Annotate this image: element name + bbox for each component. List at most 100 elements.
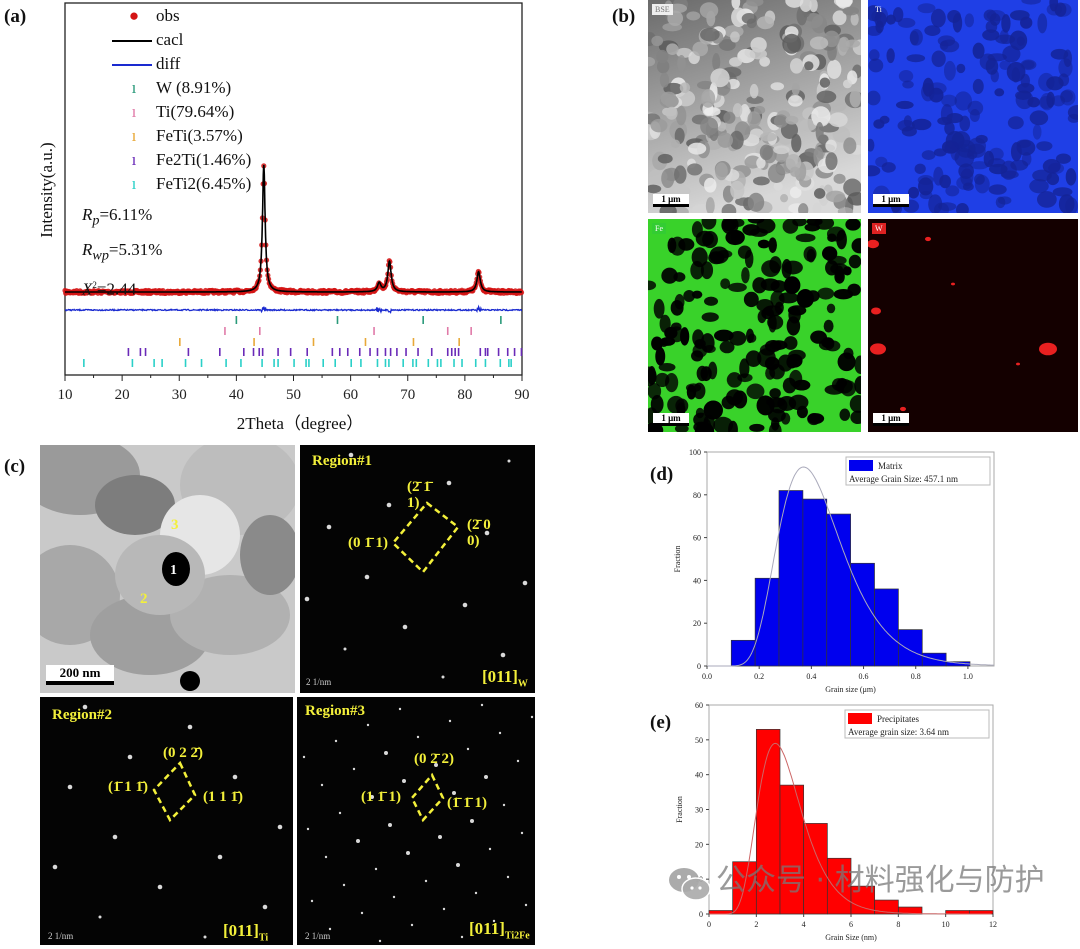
fe-poor-region bbox=[746, 383, 765, 400]
grain bbox=[749, 48, 767, 60]
scale-bar: 1 μm bbox=[873, 413, 909, 426]
diffraction-spot bbox=[474, 891, 478, 895]
grain bbox=[835, 0, 853, 9]
grain bbox=[675, 105, 687, 126]
ti-poor-region bbox=[933, 148, 947, 157]
w-rich-particle bbox=[1016, 362, 1020, 366]
y-tick-label: 0 bbox=[699, 910, 703, 919]
fe-poor-region bbox=[721, 219, 739, 235]
y-tick-label: 100 bbox=[689, 448, 701, 457]
fe-poor-region bbox=[825, 340, 841, 352]
diffraction-spot bbox=[348, 452, 354, 458]
panel-label-a: (a) bbox=[4, 6, 27, 27]
fe-poor-region bbox=[788, 349, 806, 361]
ti-poor-region bbox=[868, 90, 881, 106]
diffraction-spot bbox=[441, 675, 445, 679]
x-tick-label: 8 bbox=[896, 920, 900, 929]
ti-poor-region bbox=[1058, 194, 1075, 213]
fe-poor-region bbox=[763, 305, 783, 317]
zone-axis: [011]Ti bbox=[223, 921, 269, 944]
ti-poor-region bbox=[868, 138, 875, 152]
ti-poor-region bbox=[1055, 153, 1071, 164]
ti-poor-region bbox=[906, 54, 926, 63]
legend-phase-w: ı W (8.91%) bbox=[112, 76, 251, 100]
diffraction-spot bbox=[502, 803, 506, 807]
fe-poor-region bbox=[854, 355, 861, 375]
xrd-legend: ● obs cacl diff ı W (8.91%) ı Ti(79.64%) ı FeT… bbox=[112, 4, 251, 196]
legend-phase-label: FeTi2(6.45%) bbox=[156, 174, 252, 193]
fe-poor-region bbox=[651, 336, 663, 351]
grain bbox=[747, 192, 765, 212]
spot-label-1: (2̄ 1̄ 1) bbox=[407, 479, 431, 511]
grain bbox=[828, 112, 848, 128]
grain bbox=[788, 95, 803, 107]
diffraction-spot bbox=[402, 779, 406, 783]
grain bbox=[803, 12, 824, 29]
diffraction-spot bbox=[452, 791, 456, 795]
x-tick-label: 0.4 bbox=[806, 672, 816, 681]
grain bbox=[770, 82, 785, 91]
ti-poor-region bbox=[937, 35, 956, 47]
ti-poor-region bbox=[922, 77, 934, 97]
diffraction-spot bbox=[462, 602, 468, 608]
x-tick-label: 20 bbox=[115, 387, 130, 403]
grain bbox=[700, 117, 719, 136]
fe-poor-region bbox=[783, 336, 798, 350]
image-texture bbox=[648, 0, 861, 213]
diffraction-spot bbox=[378, 939, 382, 943]
wechat-logo-icon bbox=[668, 866, 712, 902]
fe-poor-region bbox=[806, 219, 823, 226]
legend-obs: ● obs bbox=[112, 4, 251, 28]
fe-poor-region bbox=[648, 365, 657, 386]
fe-poor-region bbox=[696, 365, 708, 382]
diffraction-spot bbox=[304, 596, 310, 602]
grain bbox=[825, 139, 837, 152]
fe-poor-region bbox=[792, 219, 807, 227]
grain bbox=[819, 77, 831, 88]
grain bbox=[729, 130, 744, 150]
x-tick-label: 4 bbox=[802, 920, 806, 929]
grain bbox=[749, 83, 759, 99]
spot-label-3: (1 1 1̄) bbox=[203, 789, 243, 805]
fe-poor-region bbox=[839, 408, 851, 421]
legend-calc-label: cacl bbox=[156, 30, 184, 49]
fe-poor-region bbox=[648, 280, 657, 291]
grain bbox=[660, 91, 677, 106]
grain bbox=[656, 59, 670, 74]
region-title: Region#3 bbox=[305, 703, 365, 719]
stat-chi2: X2=2.44 bbox=[82, 279, 137, 299]
diffraction-spot bbox=[480, 703, 484, 707]
diffraction-spot bbox=[326, 524, 332, 530]
grain bbox=[812, 117, 829, 127]
calc-line-icon bbox=[112, 40, 152, 43]
fe-poor-region bbox=[683, 290, 695, 302]
ti-tag: Ti bbox=[875, 5, 882, 14]
fit-curve bbox=[709, 742, 992, 915]
legend-average-note: Average grain size: 3.64 nm bbox=[848, 727, 949, 737]
legend-phase-label: FeTi(3.57%) bbox=[156, 126, 243, 145]
diffraction-spot bbox=[460, 935, 464, 939]
fe-poor-region bbox=[673, 272, 686, 282]
ti-poor-region bbox=[1038, 72, 1055, 92]
fe-poor-region bbox=[807, 413, 821, 426]
scale-bar: 200 nm bbox=[46, 665, 114, 685]
spot-label-1: (0 2̄ 2) bbox=[414, 751, 454, 767]
ti-poor-region bbox=[995, 34, 1016, 45]
fe-poor-region bbox=[700, 261, 714, 280]
grain bbox=[679, 82, 691, 94]
ti-poor-region bbox=[1054, 2, 1067, 17]
watermark-text: 公众号 · 材料强化与防护 bbox=[716, 863, 1045, 898]
ti-map-image: Ti 1 μm bbox=[868, 0, 1078, 213]
x-tick-label: 2 bbox=[754, 920, 758, 929]
scale-label: 2 1/nm bbox=[48, 931, 74, 941]
grain bbox=[773, 182, 783, 191]
fe-poor-region bbox=[713, 416, 734, 432]
w-rich-particle bbox=[1039, 342, 1057, 356]
panel-label-b: (b) bbox=[612, 6, 636, 27]
scale-bar: 1 μm bbox=[653, 413, 689, 426]
fe-poor-region bbox=[770, 280, 787, 293]
grain bbox=[687, 163, 703, 176]
grain bbox=[789, 58, 804, 74]
legend-swatch bbox=[848, 713, 872, 724]
ti-poor-region bbox=[909, 30, 919, 46]
